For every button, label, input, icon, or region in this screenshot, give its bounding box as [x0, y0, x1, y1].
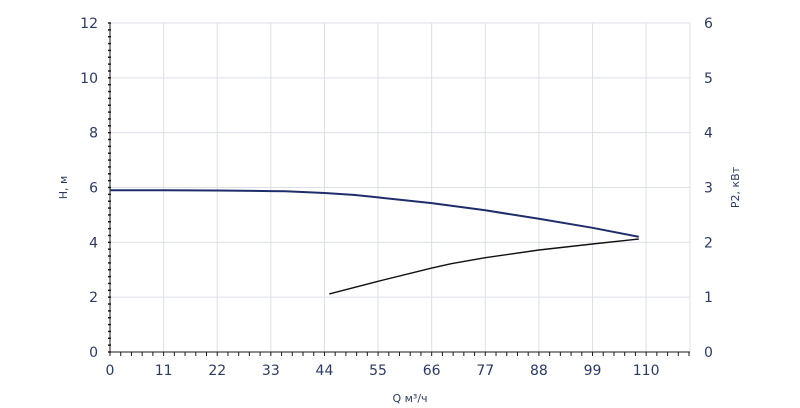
x-tick-label: 44 [316, 363, 334, 379]
y-right-tick-label: 2 [704, 235, 713, 251]
x-tick-label: 88 [530, 363, 548, 379]
x-tick-label: 66 [423, 363, 441, 379]
y-left-tick-label: 8 [89, 126, 98, 142]
y-right-tick-label: 3 [704, 181, 713, 197]
x-tick-label: 0 [106, 363, 115, 379]
y-left-tick-label: 12 [80, 16, 98, 32]
y-left-tick-label: 4 [89, 235, 98, 251]
y-right-tick-label: 1 [704, 290, 713, 306]
y-left-tick-label: 2 [89, 290, 98, 306]
y-right-tick-label: 4 [704, 126, 713, 142]
y-right-tick-label: 5 [704, 71, 713, 87]
x-tick-label: 11 [155, 363, 173, 379]
head-curve-line [110, 189, 639, 238]
axes [108, 22, 690, 356]
grid [110, 22, 691, 352]
x-tick-label: 55 [369, 363, 387, 379]
y-axis-right-title: P2, кВт [729, 166, 742, 208]
x-tick-label: 99 [584, 363, 602, 379]
x-tick-label: 22 [208, 363, 226, 379]
power-curve-line [329, 238, 639, 295]
y-left-tick-label: 0 [89, 345, 98, 361]
y-axis-left-title: H, м [57, 176, 70, 200]
y-left-tick-label: 6 [89, 181, 98, 197]
x-tick-label: 110 [633, 363, 660, 379]
x-tick-label: 77 [476, 363, 494, 379]
y-right-tick-label: 0 [704, 345, 713, 361]
y-left-tick-label: 10 [80, 71, 98, 87]
x-tick-label: 33 [262, 363, 280, 379]
y-right-tick-label: 6 [704, 16, 713, 32]
series [110, 189, 639, 295]
x-axis-title: Q м³/ч [392, 392, 427, 405]
